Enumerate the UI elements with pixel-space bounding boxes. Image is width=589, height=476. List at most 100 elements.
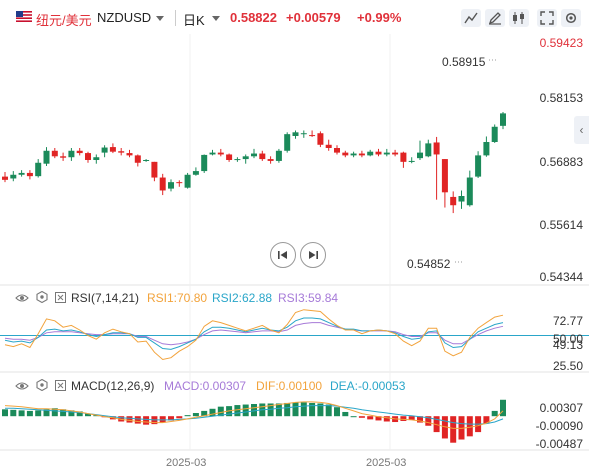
candle-body	[43, 150, 50, 164]
macd-histogram-bar	[35, 410, 42, 417]
macd-histogram-bar	[217, 406, 224, 417]
rsi-close-icon[interactable]	[55, 292, 66, 303]
candle-body	[93, 157, 100, 160]
macd-histogram-bar	[242, 404, 249, 417]
line-tool-icon[interactable]	[461, 9, 481, 27]
macd-close-icon[interactable]	[55, 380, 66, 391]
candle-body	[101, 147, 108, 153]
dif-line	[4, 401, 504, 429]
macd-histogram-bar	[192, 413, 199, 417]
candle-body	[226, 154, 233, 160]
side-collapse-button[interactable]: ‹	[574, 116, 589, 144]
candle-body	[126, 153, 133, 156]
rsi-title: RSI(7,14,21)	[71, 291, 140, 305]
candle-body	[118, 151, 125, 153]
candle-body	[209, 152, 216, 155]
rsi2-value: RSI2:62.88	[212, 291, 273, 305]
candle-body	[284, 134, 291, 151]
macd-histogram-bar	[134, 416, 141, 424]
skip-back-icon	[278, 251, 287, 259]
draw-pencil-icon[interactable]	[485, 9, 505, 27]
candle-body	[275, 150, 282, 161]
symbol-dropdown-icon[interactable]	[156, 16, 164, 21]
rsi1-value: RSI1:70.80	[147, 291, 208, 305]
candle-body	[60, 156, 67, 158]
candle-body	[350, 153, 357, 156]
macd-histogram-bar	[300, 402, 307, 417]
macd-histogram-bar	[118, 416, 125, 422]
macd-settings-icon[interactable]	[36, 378, 48, 392]
candle-body	[26, 172, 33, 177]
macd-histogram-bar	[350, 416, 357, 418]
macd-histogram-bar	[275, 403, 282, 417]
candle-body	[450, 196, 457, 206]
macd-histogram-bar	[309, 402, 316, 417]
candle-body	[383, 152, 390, 155]
rsi-settings-icon[interactable]	[36, 290, 48, 304]
candle-body	[184, 174, 191, 188]
candle-body	[51, 150, 58, 157]
settings-icon[interactable]	[561, 9, 581, 27]
price-axis-label: 0.54344	[539, 270, 583, 284]
candle-body	[491, 126, 498, 142]
macd-histogram-bar	[317, 403, 324, 417]
high-price-annotation: 0.58915	[442, 55, 486, 69]
scroll-forward-button[interactable]	[300, 242, 326, 268]
macd-histogram-bar	[26, 410, 33, 417]
macd-eye-icon[interactable]	[15, 380, 29, 390]
fullscreen-icon[interactable]	[537, 9, 557, 27]
macd-histogram-bar	[60, 409, 67, 417]
macd-histogram-bar	[76, 411, 83, 417]
candle-body	[309, 135, 316, 137]
macd-value: MACD:0.00307	[164, 379, 247, 393]
period-dropdown-icon[interactable]	[212, 16, 220, 21]
macd-histogram-bar	[267, 403, 274, 417]
candle-body	[10, 174, 17, 179]
macd-histogram-bar	[417, 416, 423, 423]
period-select[interactable]: 日K	[183, 13, 205, 28]
candle-body	[358, 153, 365, 156]
macd-histogram-bar	[367, 416, 374, 420]
macd-histogram-bar	[292, 402, 299, 417]
macd-histogram-bar	[2, 409, 8, 417]
candle-body	[441, 159, 448, 193]
candle-body	[18, 172, 25, 175]
candle-body	[392, 152, 399, 155]
last-price: 0.58822	[230, 10, 277, 25]
macd-histogram-bar	[441, 416, 448, 439]
candle-body	[159, 177, 166, 191]
candle-body	[292, 132, 299, 136]
candle-style-icon[interactable]	[509, 9, 529, 27]
candle-body	[168, 182, 174, 189]
candle-body	[259, 153, 266, 160]
chevron-left-icon: ‹	[579, 123, 584, 137]
low-price-annotation: 0.54852	[407, 257, 451, 271]
candle-body	[85, 153, 91, 160]
candle-body	[367, 151, 374, 156]
macd-histogram-bar	[201, 410, 208, 417]
instrument-cn-name[interactable]: 纽元/美元	[36, 13, 92, 28]
scroll-back-button[interactable]	[270, 242, 296, 268]
symbol-name[interactable]: NZDUSD	[97, 10, 152, 25]
candle-body	[267, 159, 274, 161]
rsi3-value: RSI3:59.84	[278, 291, 339, 305]
macd-histogram-bar	[143, 416, 150, 425]
toolbar-divider	[175, 10, 176, 26]
candle-body	[483, 142, 490, 156]
rsi-axis-label: 25.50	[552, 359, 583, 373]
candle-body	[76, 150, 83, 154]
candle-body	[500, 113, 506, 126]
macd-histogram-bar	[234, 405, 241, 417]
rsi3-line	[4, 322, 504, 346]
date-axis-label: 2025-03	[366, 457, 407, 469]
candle-body	[192, 171, 199, 175]
macd-histogram-bar	[251, 404, 257, 417]
candle-body	[2, 176, 8, 180]
rsi-axis-label: 72.77	[552, 314, 583, 328]
macd-histogram-bar	[342, 411, 349, 417]
candle-body	[251, 153, 257, 157]
rsi-eye-icon[interactable]	[15, 292, 29, 302]
candle-body	[300, 133, 307, 135]
macd-histogram-bar	[184, 415, 191, 417]
